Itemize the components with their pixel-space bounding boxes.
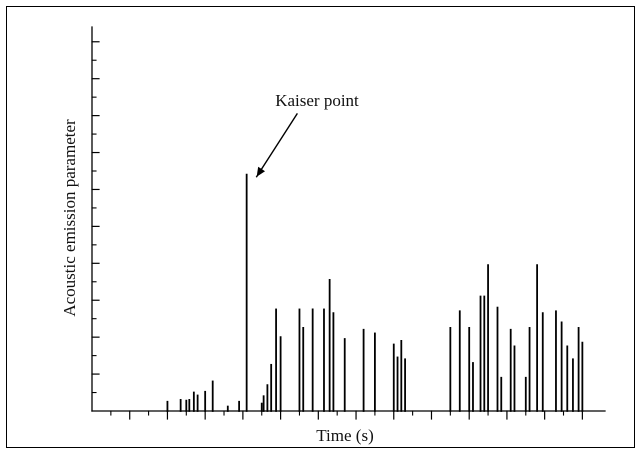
kaiser-point-label: Kaiser point	[275, 91, 359, 110]
kaiser-point-arrow-shaft	[255, 113, 298, 178]
y-axis-label: Acoustic emission parameter	[60, 119, 79, 317]
x-axis-label: Time (s)	[316, 426, 373, 445]
kaiser-point-arrow	[255, 113, 298, 178]
figure-frame	[6, 6, 635, 448]
plot-area	[91, 26, 606, 420]
kaiser-point-arrow-head	[256, 166, 266, 177]
